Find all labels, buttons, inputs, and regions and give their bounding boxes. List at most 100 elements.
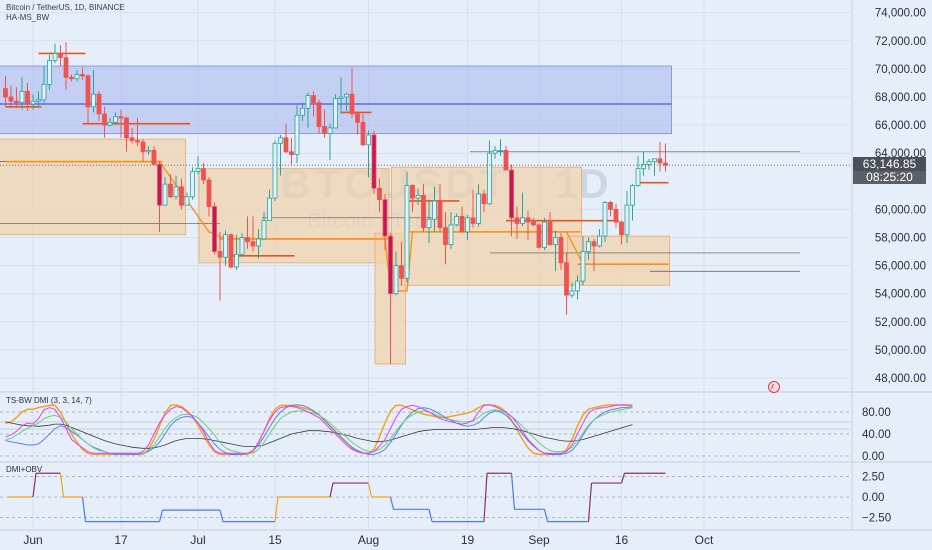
price-axis-label: 56,000.00 — [875, 261, 926, 273]
date-axis-label: Sep — [528, 533, 550, 547]
candle-body — [503, 149, 509, 171]
candle-body — [481, 193, 487, 205]
candle-body — [118, 116, 124, 119]
date-axis-label: 15 — [268, 533, 282, 547]
candle-body — [228, 234, 234, 268]
candle-body — [36, 99, 41, 102]
obv-step — [158, 509, 164, 522]
candle-body — [234, 253, 239, 268]
date-axis-label: Jun — [23, 533, 42, 547]
obv-step — [587, 483, 593, 522]
candle-body — [465, 217, 470, 233]
candle-body — [553, 237, 558, 245]
candle-body — [564, 262, 569, 296]
candle-body — [239, 237, 245, 255]
candle-body — [3, 88, 8, 98]
price-axis-label: 72,000.00 — [875, 36, 926, 48]
candle-body — [47, 60, 52, 85]
candle-body — [129, 137, 135, 141]
candle-body — [74, 74, 80, 80]
candle-body — [624, 204, 630, 236]
candle-body — [646, 161, 652, 165]
candle-body — [316, 102, 322, 127]
price-axis-label: 60,000.00 — [875, 204, 926, 216]
candle-body — [146, 149, 151, 153]
candle-body — [602, 201, 608, 237]
candle-body — [162, 183, 168, 206]
symbol-line[interactable]: Bitcoin / TetherUS, 1D, BINANCE — [6, 3, 125, 12]
candle-body — [663, 162, 668, 166]
obv-step — [483, 473, 488, 522]
obv-step — [81, 496, 87, 522]
candle-body — [311, 95, 316, 104]
candle-body — [305, 95, 311, 109]
candle-body — [41, 83, 47, 101]
candle-body — [569, 290, 575, 296]
candle-body — [107, 121, 113, 126]
candle-body — [360, 121, 366, 146]
candle-body — [168, 183, 173, 198]
candle-body — [58, 53, 63, 59]
candle-body — [30, 100, 36, 105]
date-axis-label: Jul — [190, 533, 205, 547]
candle-body — [261, 220, 267, 240]
candle-body — [476, 193, 481, 224]
candle-body — [338, 96, 344, 99]
candle-body — [388, 235, 393, 295]
obv-step — [219, 509, 224, 522]
candle-body — [8, 96, 14, 102]
dmi-axis-label: 40.00 — [862, 429, 891, 441]
obv-step — [389, 496, 395, 510]
candle-body — [245, 237, 250, 243]
candle-body — [443, 227, 448, 245]
candle-body — [124, 117, 129, 139]
candle-body — [487, 152, 492, 205]
candle-body — [399, 265, 404, 279]
obv-step — [59, 473, 65, 498]
candle-body — [415, 194, 421, 199]
candle-body — [256, 238, 261, 247]
indicator-name[interactable]: HA-MS_BW — [6, 13, 50, 22]
candle-body — [437, 200, 443, 229]
candle-body — [531, 221, 536, 226]
bar-countdown: 08:25:20 — [853, 171, 926, 184]
candle-body — [184, 196, 190, 206]
candle-body — [432, 200, 437, 220]
candle-body — [371, 134, 377, 189]
date-axis-label: Oct — [695, 533, 714, 547]
candle-body — [404, 185, 410, 279]
last-price-badge: 63,146.85 — [853, 157, 926, 171]
date-axis-label: 16 — [615, 533, 629, 547]
candle-body — [250, 241, 256, 247]
candle-body — [333, 98, 338, 129]
date-axis-label: Aug — [358, 533, 379, 547]
candle-body — [558, 237, 564, 264]
candle-body — [619, 221, 624, 236]
candle-body — [382, 199, 388, 237]
date-axis-label: 19 — [461, 533, 475, 547]
candle-body — [190, 171, 195, 198]
candle-body — [349, 93, 355, 115]
candle-body — [135, 140, 140, 143]
candle-body — [630, 185, 635, 206]
candle-body — [613, 208, 619, 223]
obv-step — [274, 496, 279, 522]
price-axis-label: 70,000.00 — [875, 64, 926, 76]
demand-zone — [391, 166, 582, 286]
candle-body — [113, 116, 118, 123]
candle-body — [597, 235, 602, 247]
candle-body — [514, 217, 520, 224]
candle-body — [536, 224, 542, 248]
alert-flag-icon[interactable] — [768, 381, 780, 393]
candle-body — [448, 224, 454, 245]
candle-body — [289, 151, 294, 156]
candle-body — [25, 90, 30, 105]
candle-body — [355, 113, 360, 123]
candle-body — [272, 142, 278, 199]
candle-body — [410, 185, 415, 199]
candle-body — [459, 216, 465, 233]
candle-body — [470, 217, 476, 224]
candle-body — [195, 168, 201, 172]
